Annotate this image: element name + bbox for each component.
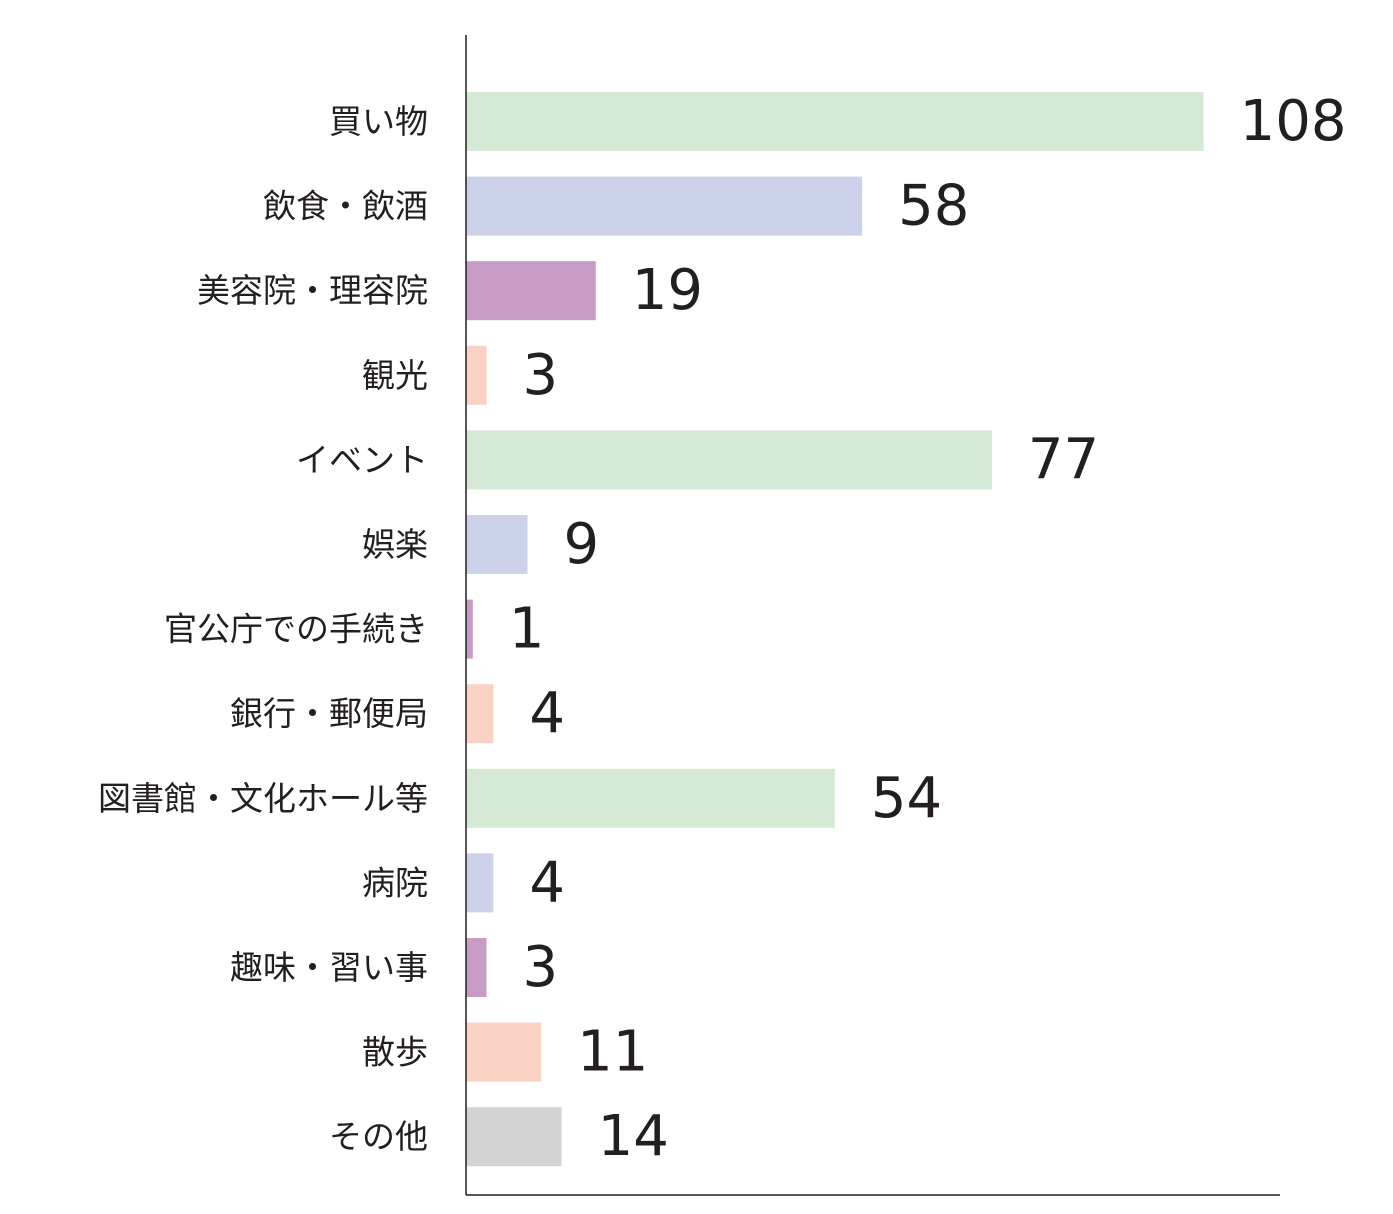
bar — [466, 768, 835, 828]
category-label: 美容院・理容院 — [197, 271, 428, 310]
category-label: 観光 — [362, 356, 428, 395]
value-label: 58 — [898, 174, 969, 239]
category-label: その他 — [329, 1117, 428, 1156]
category-label: 銀行・郵便局 — [230, 694, 428, 733]
value-label: 9 — [563, 512, 599, 577]
category-label: 散歩 — [362, 1033, 428, 1072]
value-label: 108 — [1240, 89, 1347, 154]
bar — [466, 515, 528, 574]
category-label: 官公庁での手続き — [164, 610, 428, 649]
bars — [466, 92, 1204, 1167]
value-label: 3 — [522, 935, 558, 1000]
bar — [466, 345, 487, 405]
value-label: 19 — [632, 258, 703, 323]
bar — [466, 599, 473, 659]
bar — [466, 261, 596, 321]
value-label: 14 — [598, 1104, 669, 1169]
value-label: 4 — [529, 850, 565, 915]
bar — [466, 92, 1204, 151]
value-label: 3 — [522, 343, 558, 408]
bar — [466, 853, 494, 913]
category-label: 図書館・文化ホール等 — [98, 779, 428, 818]
bar — [466, 176, 863, 236]
category-label: 娯楽 — [362, 525, 428, 564]
category-label: 趣味・習い事 — [230, 948, 428, 987]
value-label: 54 — [871, 766, 942, 831]
category-label: 買い物 — [329, 102, 428, 141]
bar — [466, 430, 992, 490]
value-label: 1 — [509, 597, 545, 662]
value-label: 4 — [529, 681, 565, 746]
bar — [466, 1107, 562, 1167]
value-label: 77 — [1028, 427, 1099, 492]
category-labels: 買い物飲食・飲酒美容院・理容院観光イベント娯楽官公庁での手続き銀行・郵便局図書館… — [98, 102, 428, 1156]
bar — [466, 938, 487, 997]
category-label: 飲食・飲酒 — [263, 187, 428, 226]
value-label: 11 — [577, 1020, 648, 1085]
bar — [466, 684, 494, 744]
category-label: 病院 — [362, 863, 428, 902]
category-label: イベント — [296, 440, 428, 479]
bar — [466, 1022, 542, 1082]
